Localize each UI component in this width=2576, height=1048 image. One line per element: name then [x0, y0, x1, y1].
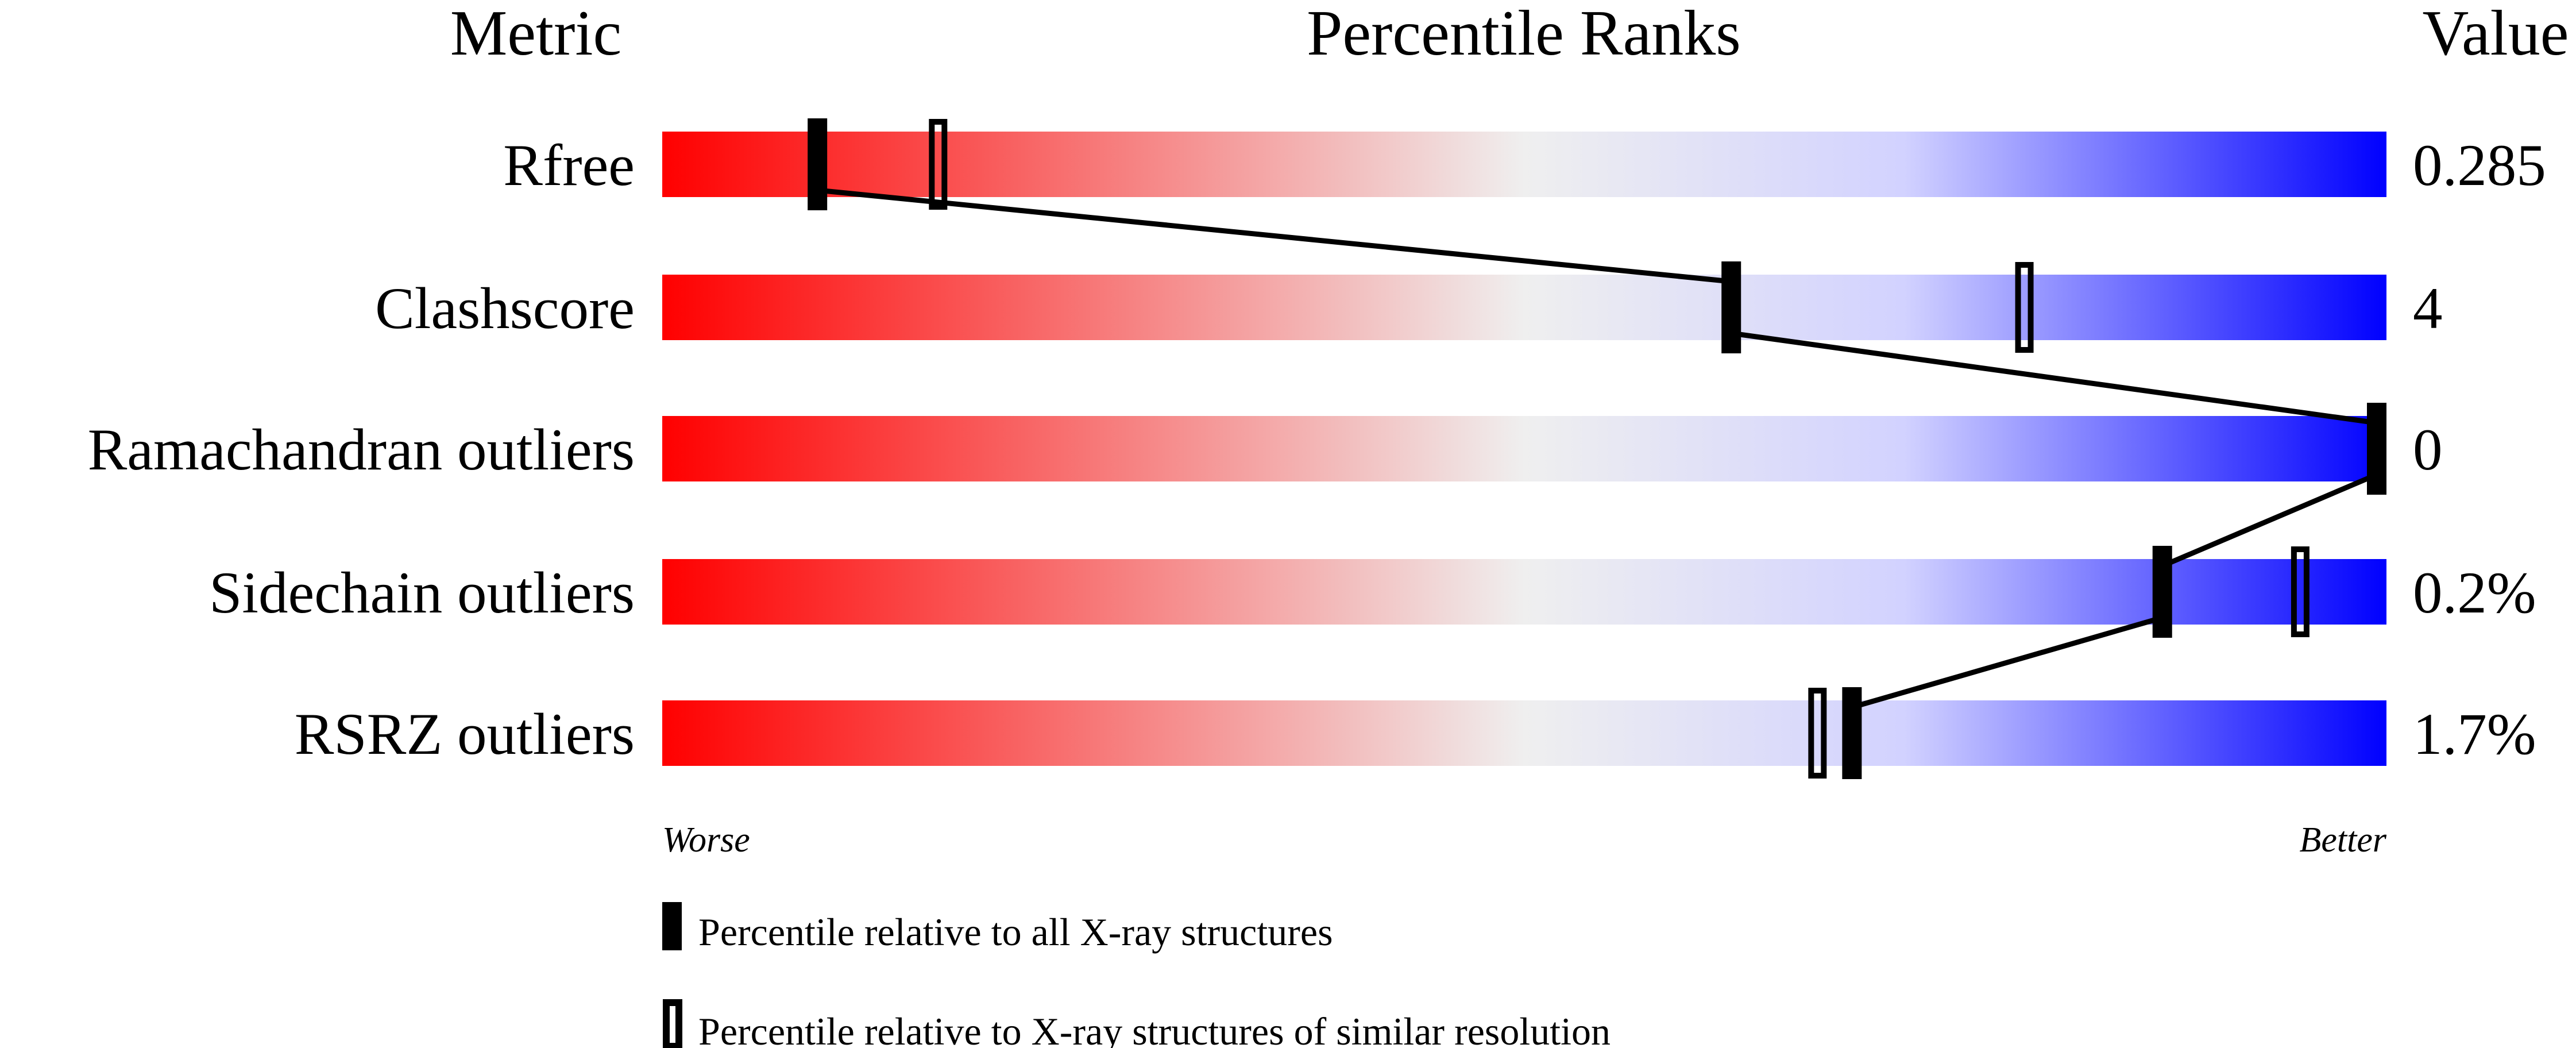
metric-value: 0.285: [2413, 133, 2546, 198]
similar-resolution-marker: [2015, 262, 2034, 353]
header-metric: Metric: [450, 0, 622, 69]
similar-resolution-marker: [1808, 688, 1827, 779]
metric-label: Sidechain outliers: [209, 560, 635, 626]
header-value: Value: [2422, 0, 2569, 69]
connector-line: [817, 187, 1732, 284]
metric-value: 0: [2413, 417, 2443, 483]
legend-hollow-label: Percentile relative to X-ray structures …: [698, 1010, 1611, 1048]
better-label: Better: [2300, 820, 2387, 860]
legend-filled-marker: [662, 902, 682, 950]
all-structures-marker: [1842, 687, 1862, 779]
connector-line: [2161, 472, 2378, 569]
legend-filled-label: Percentile relative to all X-ray structu…: [698, 910, 1333, 954]
metric-value: 0.2%: [2413, 560, 2536, 626]
all-structures-marker: [2152, 546, 2172, 638]
header-percentile-ranks: Percentile Ranks: [1307, 0, 1741, 69]
worse-label: Worse: [662, 820, 750, 860]
percentile-bar: [662, 275, 2386, 340]
metric-value: 4: [2413, 276, 2443, 341]
all-structures-marker: [1721, 261, 1741, 353]
metric-value: 1.7%: [2413, 702, 2536, 767]
all-structures-marker: [808, 118, 828, 210]
similar-resolution-marker: [929, 119, 948, 210]
percentile-bar: [662, 559, 2386, 625]
metric-label: Ramachandran outliers: [88, 417, 635, 483]
metric-label: Rfree: [503, 133, 635, 198]
metric-label: RSRZ outliers: [295, 702, 635, 767]
percentile-bar: [662, 700, 2386, 766]
connector-line: [1731, 330, 2377, 426]
percentile-bar: [662, 416, 2386, 481]
all-structures-marker: [2367, 403, 2386, 495]
legend-hollow-marker: [663, 999, 682, 1048]
percentile-bar: [662, 132, 2386, 197]
metric-label: Clashscore: [375, 276, 635, 341]
similar-resolution-marker: [2291, 546, 2309, 637]
connector-line: [1851, 615, 2163, 710]
